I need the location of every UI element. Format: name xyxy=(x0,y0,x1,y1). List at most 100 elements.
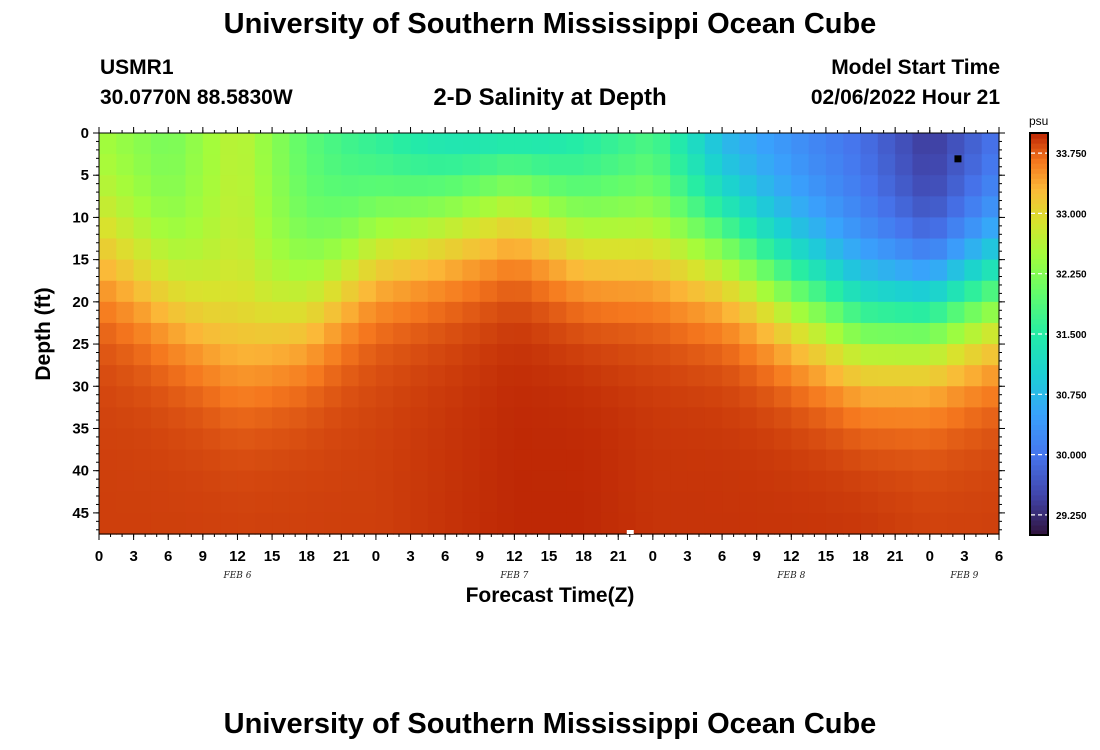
heatmap-cell xyxy=(687,344,706,366)
x-tick-label: 18 xyxy=(575,548,592,565)
heatmap-cell xyxy=(514,196,533,219)
heatmap-cell xyxy=(497,322,515,345)
heatmap-cell xyxy=(272,154,290,176)
heatmap-cell xyxy=(583,196,602,219)
heatmap-cell xyxy=(220,175,239,197)
heatmap-cell xyxy=(912,470,931,493)
heatmap-cell xyxy=(687,470,706,493)
heatmap-cell xyxy=(393,238,412,261)
colorbar-segment xyxy=(1030,439,1048,446)
heatmap-cell xyxy=(774,322,792,345)
colorbar-segment xyxy=(1030,193,1048,199)
heatmap-cell xyxy=(462,133,481,155)
heatmap-cell xyxy=(929,449,948,472)
colorbar-segment xyxy=(1030,148,1048,154)
colorbar-segment xyxy=(1030,238,1048,245)
heatmap-cell xyxy=(774,491,792,514)
heatmap-cell xyxy=(133,491,152,514)
heatmap-cell xyxy=(739,217,758,240)
heatmap-cell xyxy=(583,133,602,155)
heatmap-cell xyxy=(964,196,983,219)
heatmap-cell xyxy=(981,386,1000,408)
heatmap-cell xyxy=(739,344,758,366)
heatmap-cell xyxy=(116,386,135,408)
heatmap-cell xyxy=(964,449,983,472)
heatmap-cell xyxy=(254,428,273,451)
heatmap-cell xyxy=(912,280,931,303)
heatmap-cell xyxy=(254,196,273,219)
heatmap-cell xyxy=(306,386,325,408)
heatmap-cell xyxy=(912,365,931,387)
heatmap-cell xyxy=(306,322,325,345)
heatmap-cell xyxy=(427,133,446,155)
heatmap-cell xyxy=(566,217,585,240)
heatmap-cell xyxy=(237,322,256,345)
heatmap-cell xyxy=(462,175,481,197)
heatmap-cell xyxy=(479,175,498,197)
heatmap-cell xyxy=(116,344,135,366)
heatmap-cell xyxy=(947,280,965,303)
heatmap-cell xyxy=(583,365,602,387)
colorbar-tick-label: 30.750 xyxy=(1056,390,1087,401)
heatmap-cell xyxy=(929,512,948,535)
heatmap-cell xyxy=(99,322,117,345)
x-axis-label: Forecast Time(Z) xyxy=(465,584,635,607)
heatmap-cell xyxy=(531,428,550,451)
heatmap-cell xyxy=(375,259,394,282)
heatmap-cell xyxy=(410,344,429,366)
heatmap-cell xyxy=(860,217,879,240)
colorbar-segment xyxy=(1030,479,1048,486)
colorbar-segment xyxy=(1030,514,1048,521)
heatmap-cell xyxy=(358,491,377,514)
heatmap-cell xyxy=(150,449,169,472)
heatmap-cell xyxy=(825,175,844,197)
heatmap-cell xyxy=(704,449,723,472)
heatmap-cell xyxy=(341,322,360,345)
heatmap-cell xyxy=(185,428,204,451)
heatmap-cell xyxy=(479,407,498,430)
heatmap-cell xyxy=(185,470,204,493)
heatmap-cell xyxy=(393,491,412,514)
heatmap-cell xyxy=(635,449,654,472)
heatmap-cell xyxy=(687,449,706,472)
heatmap-cell xyxy=(133,322,152,345)
x-tick-label: 18 xyxy=(298,548,315,565)
heatmap-cell xyxy=(981,512,1000,535)
heatmap-cell xyxy=(133,428,152,451)
heatmap-cell xyxy=(860,470,879,493)
heatmap-cell xyxy=(531,449,550,472)
heatmap-cell xyxy=(427,407,446,430)
heatmap-cell xyxy=(168,491,187,514)
heatmap-cell xyxy=(341,259,360,282)
heatmap-cell xyxy=(116,470,135,493)
heatmap-cell xyxy=(514,259,533,282)
heatmap-cell xyxy=(393,133,412,155)
heatmap-cell xyxy=(635,217,654,240)
heatmap-cell xyxy=(704,428,723,451)
heatmap-cell xyxy=(687,407,706,430)
heatmap-cell xyxy=(289,154,308,176)
heatmap-cell xyxy=(825,428,844,451)
heatmap-cell xyxy=(964,217,983,240)
heatmap-cell xyxy=(687,175,706,197)
colorbar-segment xyxy=(1030,349,1048,355)
heatmap-cell xyxy=(202,470,221,493)
heatmap-cell xyxy=(202,133,221,155)
heatmap-cell xyxy=(566,133,585,155)
heatmap-cell xyxy=(410,217,429,240)
heatmap-cell xyxy=(583,470,602,493)
heatmap-cell xyxy=(202,154,221,176)
heatmap-cell xyxy=(133,365,152,387)
heatmap-cell xyxy=(843,217,862,240)
heatmap-cell xyxy=(427,301,446,324)
heatmap-cell xyxy=(168,512,187,535)
heatmap-cell xyxy=(324,175,342,197)
heatmap-cell xyxy=(116,428,135,451)
heatmap-cell xyxy=(895,154,914,176)
colorbar-tick-label: 33.750 xyxy=(1056,149,1087,160)
heatmap-cell xyxy=(220,217,239,240)
heatmap-cell xyxy=(358,386,377,408)
y-tick-label: 35 xyxy=(72,420,89,437)
heatmap-cell xyxy=(272,512,290,535)
heatmap-cell xyxy=(808,491,827,514)
